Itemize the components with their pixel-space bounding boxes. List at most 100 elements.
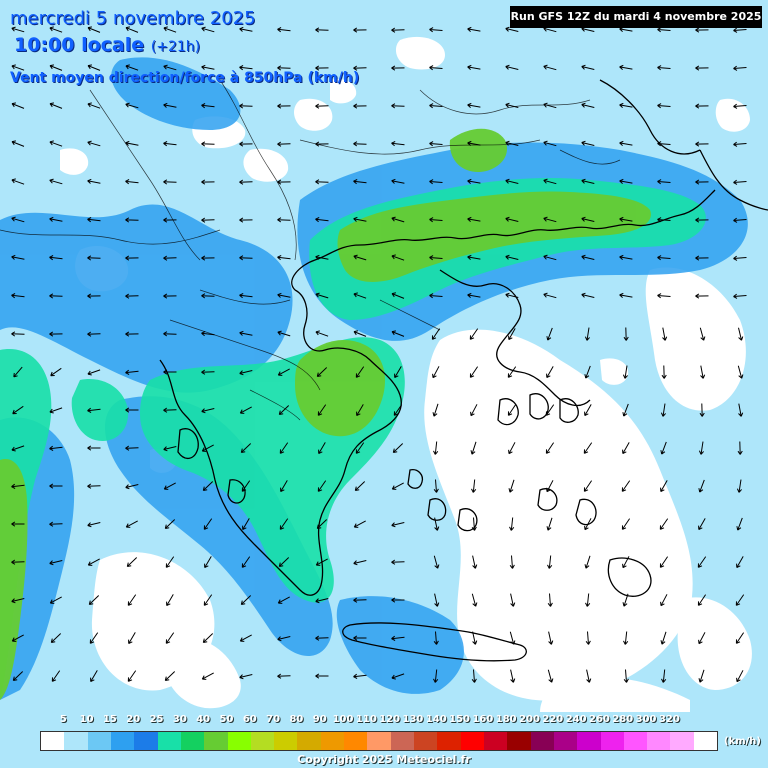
wind-arrow — [240, 595, 252, 605]
wind-arrow — [125, 445, 139, 451]
wind-arrow — [733, 255, 747, 261]
legend-color-bar — [40, 731, 718, 751]
wind-arrow — [163, 255, 177, 261]
wind-arrow — [584, 365, 591, 379]
wind-arrow — [434, 593, 440, 607]
wind-arrow — [733, 217, 747, 223]
wind-arrow — [353, 103, 367, 109]
wind-arrow — [51, 670, 61, 682]
wind-arrow — [202, 481, 214, 491]
legend-tick-label: 10 — [79, 714, 94, 725]
wind-arrow — [509, 517, 515, 531]
wind-arrow — [429, 255, 443, 261]
wind-arrow — [433, 555, 440, 569]
wind-arrow — [316, 519, 328, 529]
wind-arrow — [277, 673, 291, 679]
wind-arrow — [49, 560, 63, 566]
wind-arrow — [391, 141, 405, 147]
wind-arrow — [471, 517, 477, 531]
wind-arrow — [469, 328, 479, 340]
wind-arrow — [11, 26, 25, 33]
wind-arrow — [429, 141, 443, 147]
wind-arrow — [429, 65, 443, 71]
legend-swatch — [344, 732, 368, 750]
wind-arrow — [163, 64, 177, 71]
wind-arrow — [546, 366, 554, 379]
wind-arrow — [619, 254, 633, 260]
wind-arrow — [698, 441, 704, 455]
legend-swatch — [390, 732, 414, 750]
wind-arrow — [657, 217, 671, 223]
wind-arrow — [434, 517, 440, 531]
wind-arrow — [736, 517, 743, 531]
wind-arrow — [277, 255, 291, 261]
wind-arrow — [49, 407, 63, 414]
wind-arrow — [163, 141, 177, 147]
wind-arrow — [11, 634, 24, 642]
wind-arrow — [659, 556, 669, 568]
legend-tick-label: 300 — [635, 714, 657, 725]
wind-arrow — [242, 518, 250, 531]
wind-arrow — [433, 669, 439, 683]
wind-arrow — [467, 292, 481, 298]
legend-tick-label: 200 — [519, 714, 540, 725]
forecast-step: (+21h) — [150, 39, 201, 55]
wind-arrow — [698, 518, 706, 531]
wind-arrow — [315, 330, 329, 337]
wind-arrow — [163, 26, 177, 33]
wind-arrow — [49, 596, 62, 604]
wind-arrow — [203, 594, 213, 606]
wind-arrow — [432, 403, 439, 417]
wind-arrow — [87, 293, 101, 299]
wind-arrow — [391, 673, 405, 680]
wind-arrow — [735, 594, 745, 606]
wind-arrow — [125, 140, 139, 146]
legend-swatch — [507, 732, 531, 750]
legend-tick-label: 60 — [242, 714, 257, 725]
wind-arrow — [508, 479, 515, 493]
wind-arrow — [733, 103, 747, 109]
wind-arrow — [127, 670, 137, 682]
wind-arrow — [49, 331, 63, 337]
wind-arrow — [316, 367, 328, 377]
legend-swatch — [600, 732, 624, 750]
wind-arrow — [586, 669, 592, 683]
wind-arrow — [619, 140, 633, 146]
wind-arrow — [660, 480, 668, 493]
wind-arrow — [391, 635, 405, 641]
wind-arrow — [165, 632, 175, 644]
wind-arrow — [239, 370, 253, 376]
wind-arrow — [204, 556, 212, 569]
wind-arrow — [315, 65, 329, 71]
wind-arrow — [353, 27, 367, 33]
wind-arrow — [278, 557, 290, 567]
wind-arrow — [660, 631, 667, 645]
wind-arrow — [467, 26, 481, 32]
wind-arrow — [11, 598, 25, 604]
wind-arrow — [165, 556, 175, 568]
wind-arrow — [505, 292, 519, 298]
wind-arrow — [239, 634, 252, 642]
wind-arrow — [49, 483, 63, 489]
wind-arrow — [543, 292, 557, 299]
wind-arrow — [545, 442, 555, 454]
wind-arrow — [547, 593, 553, 607]
wind-arrow — [201, 255, 215, 261]
wind-arrow — [163, 293, 177, 299]
wind-arrow — [353, 254, 367, 261]
wind-arrow — [90, 670, 98, 683]
wind-arrow — [661, 669, 667, 683]
wind-arrow — [619, 102, 633, 108]
wind-arrow — [621, 518, 631, 530]
wind-arrow — [467, 140, 481, 146]
wind-arrow — [11, 140, 25, 147]
wind-arrow — [277, 596, 290, 604]
legend-swatch — [157, 732, 181, 750]
wind-arrow — [695, 255, 709, 261]
wind-arrow — [163, 482, 176, 490]
wind-arrow — [201, 672, 214, 680]
wind-arrow — [661, 365, 667, 379]
wind-arrow — [543, 140, 557, 147]
legend-swatch — [577, 732, 601, 750]
wind-arrow — [391, 292, 405, 299]
